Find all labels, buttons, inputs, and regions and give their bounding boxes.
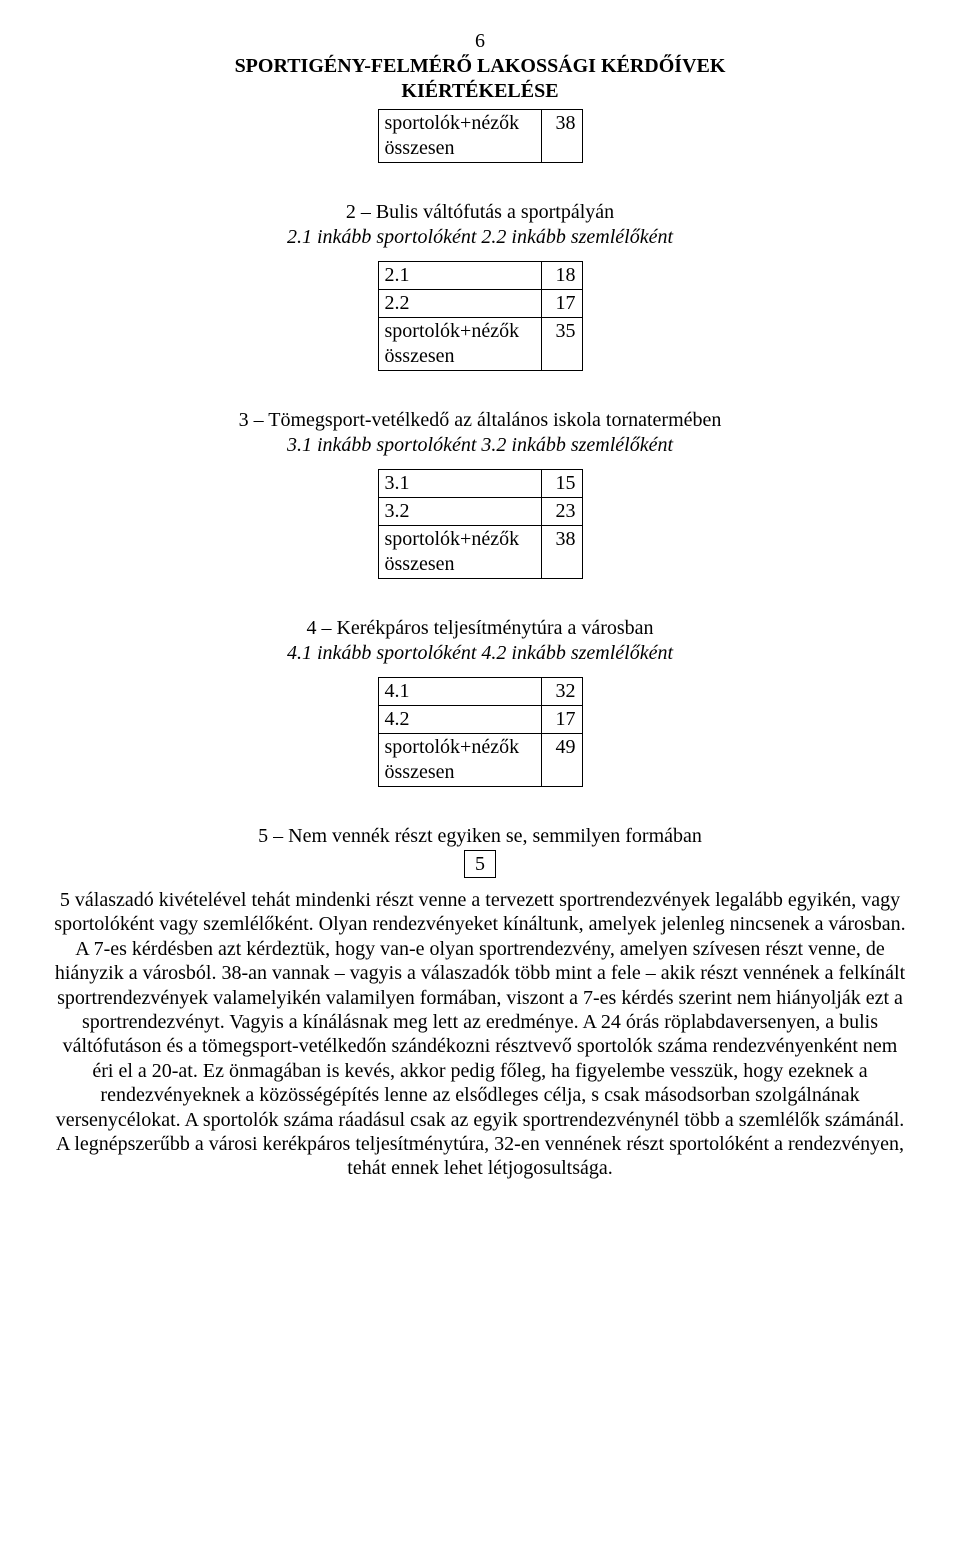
table-section-4: 4.1 32 4.2 17 sportolók+nézők összesen 4…: [378, 677, 583, 787]
table-row: sportolók+nézők összesen 35: [378, 318, 582, 371]
cell-value: 38: [541, 526, 582, 579]
table-row: 4.2 17: [378, 706, 582, 734]
section-heading-4: 4 – Kerékpáros teljesítménytúra a városb…: [50, 617, 910, 640]
cell-label: 2.1: [378, 262, 541, 290]
section-sub-3: 3.1 inkább sportolóként 3.2 inkább szeml…: [50, 434, 910, 457]
cell-label: sportolók+nézők: [385, 320, 520, 342]
cell-value: 23: [541, 498, 582, 526]
cell-value: 17: [541, 706, 582, 734]
single-value-box: 5: [464, 850, 496, 878]
cell-label: 2.2: [378, 290, 541, 318]
main-title: SPORTIGÉNY-FELMÉRŐ LAKOSSÁGI KÉRDŐÍVEK: [50, 55, 910, 78]
section-heading-2: 2 – Bulis váltófutás a sportpályán: [50, 201, 910, 224]
table-row: 3.1 15: [378, 470, 582, 498]
cell-value: 15: [541, 470, 582, 498]
cell-label: összesen: [385, 553, 455, 575]
table-row: 3.2 23: [378, 498, 582, 526]
section-sub-2: 2.1 inkább sportolóként 2.2 inkább szeml…: [50, 226, 910, 249]
cell-label: 3.2: [378, 498, 541, 526]
cell-label: sportolók+nézők: [385, 112, 520, 134]
table-row: sportolók+nézők összesen 38: [378, 110, 582, 163]
table-row: 2.1 18: [378, 262, 582, 290]
cell-label: összesen: [385, 137, 455, 159]
table-section-3: 3.1 15 3.2 23 sportolók+nézők összesen 3…: [378, 469, 583, 579]
cell-value: 18: [541, 262, 582, 290]
top-summary-table: sportolók+nézők összesen 38: [378, 109, 583, 163]
table-row: sportolók+nézők összesen 38: [378, 526, 582, 579]
section-heading-3: 3 – Tömegsport-vetélkedő az általános is…: [50, 409, 910, 432]
cell-label: sportolók+nézők: [385, 736, 520, 758]
cell-label: 4.2: [378, 706, 541, 734]
cell-label: összesen: [385, 761, 455, 783]
body-paragraph: 5 válaszadó kivételével tehát mindenki r…: [50, 888, 910, 1181]
cell-label: sportolók+nézők: [385, 528, 520, 550]
subtitle: KIÉRTÉKELÉSE: [50, 80, 910, 103]
table-row: 2.2 17: [378, 290, 582, 318]
cell-label: 3.1: [378, 470, 541, 498]
section-heading-5: 5 – Nem vennék részt egyiken se, semmily…: [50, 825, 910, 848]
table-row: 4.1 32: [378, 678, 582, 706]
cell-label: összesen: [385, 345, 455, 367]
section-sub-4: 4.1 inkább sportolóként 4.2 inkább szeml…: [50, 642, 910, 665]
cell-value: 17: [541, 290, 582, 318]
cell-value: 49: [541, 734, 582, 787]
page-container: 6 SPORTIGÉNY-FELMÉRŐ LAKOSSÁGI KÉRDŐÍVEK…: [0, 0, 960, 1548]
page-number: 6: [50, 30, 910, 53]
cell-value: 35: [541, 318, 582, 371]
table-section-2: 2.1 18 2.2 17 sportolók+nézők összesen 3…: [378, 261, 583, 371]
cell-value: 38: [541, 110, 582, 163]
table-row: sportolók+nézők összesen 49: [378, 734, 582, 787]
cell-value: 32: [541, 678, 582, 706]
cell-label: 4.1: [378, 678, 541, 706]
